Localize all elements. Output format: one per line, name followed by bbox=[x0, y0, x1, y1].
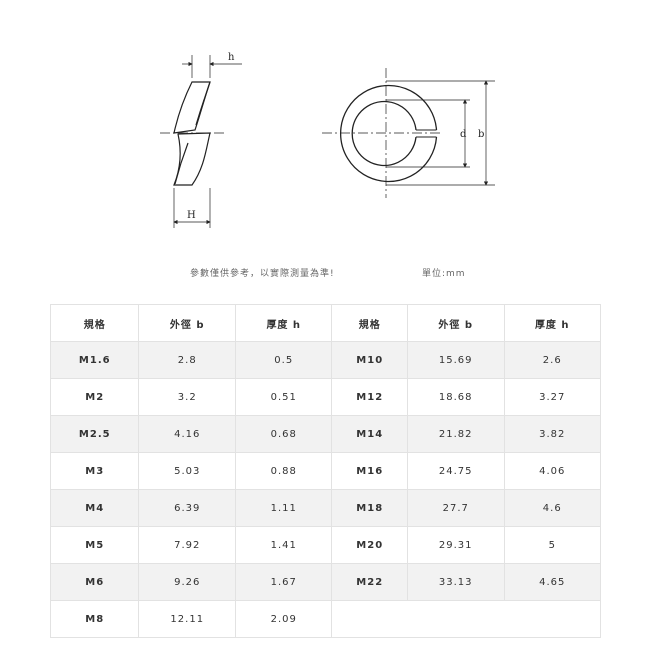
size-cell: M22 bbox=[331, 563, 408, 601]
table-row: M3 5.03 0.88 M16 24.75 4.06 bbox=[49, 452, 601, 490]
label-b: b bbox=[478, 129, 484, 140]
table-row: M4 6.39 1.11 M18 27.7 4.6 bbox=[49, 489, 601, 527]
thickness-cell: 5 bbox=[503, 526, 601, 564]
column-header: 規格 bbox=[49, 304, 140, 342]
outer-diameter-cell: 4.16 bbox=[138, 415, 237, 453]
thickness-cell: 0.51 bbox=[235, 378, 333, 416]
spring-washer-diagram: h H d b bbox=[160, 52, 495, 228]
size-cell: M18 bbox=[331, 489, 408, 527]
outer-diameter-cell: 18.68 bbox=[406, 378, 505, 416]
outer-diameter-cell: 15.69 bbox=[406, 341, 505, 379]
size-cell: M20 bbox=[331, 526, 408, 564]
column-header: 規格 bbox=[331, 304, 408, 342]
table-row: M2 3.2 0.51 M12 18.68 3.27 bbox=[49, 378, 601, 416]
outer-diameter-cell: 33.13 bbox=[406, 563, 505, 601]
thickness-cell: 1.11 bbox=[235, 489, 333, 527]
size-cell: M6 bbox=[49, 563, 140, 601]
outer-diameter-cell: 6.39 bbox=[138, 489, 237, 527]
thickness-cell: 3.82 bbox=[503, 415, 601, 453]
column-header: 厚度 h bbox=[503, 304, 601, 342]
thickness-cell: 0.88 bbox=[235, 452, 333, 490]
thickness-cell: 3.27 bbox=[503, 378, 601, 416]
outer-diameter-cell: 12.11 bbox=[138, 600, 237, 638]
outer-diameter-cell: 3.2 bbox=[138, 378, 237, 416]
table-row: M6 9.26 1.67 M22 33.13 4.65 bbox=[49, 563, 601, 601]
outer-diameter-cell: 29.31 bbox=[406, 526, 505, 564]
outer-diameter-cell: 9.26 bbox=[138, 563, 237, 601]
thickness-cell: 4.06 bbox=[503, 452, 601, 490]
size-cell: M16 bbox=[331, 452, 408, 490]
thickness-cell: 2.09 bbox=[235, 600, 333, 638]
thickness-cell: 4.65 bbox=[503, 563, 601, 601]
size-cell: M8 bbox=[49, 600, 140, 638]
size-cell: M2 bbox=[49, 378, 140, 416]
unit-note: 單位:mm bbox=[422, 269, 466, 279]
size-cell: M5 bbox=[49, 526, 140, 564]
outer-diameter-cell: 24.75 bbox=[406, 452, 505, 490]
column-header: 外徑 b bbox=[406, 304, 505, 342]
column-header: 外徑 b bbox=[138, 304, 237, 342]
outer-diameter-cell: 21.82 bbox=[406, 415, 505, 453]
size-cell: M3 bbox=[49, 452, 140, 490]
size-cell: M10 bbox=[331, 341, 408, 379]
size-cell: M2.5 bbox=[49, 415, 140, 453]
spec-table: 規格 外徑 b 厚度 h 規格 外徑 b 厚度 h M1.6 2.8 0.5 M10 15.69 2… bbox=[49, 304, 601, 638]
empty-cell bbox=[331, 600, 601, 638]
thickness-cell: 1.67 bbox=[235, 563, 333, 601]
outer-diameter-cell: 7.92 bbox=[138, 526, 237, 564]
label-H: H bbox=[187, 210, 196, 221]
outer-diameter-cell: 2.8 bbox=[138, 341, 237, 379]
disclaimer-note: 參數僅供參考，以實際測量為準! bbox=[190, 269, 335, 279]
thickness-cell: 0.5 bbox=[235, 341, 333, 379]
table-row: M8 12.11 2.09 bbox=[49, 600, 601, 638]
label-h: h bbox=[228, 52, 235, 63]
outer-diameter-cell: 27.7 bbox=[406, 489, 505, 527]
thickness-cell: 0.68 bbox=[235, 415, 333, 453]
table-header-row: 規格 外徑 b 厚度 h 規格 外徑 b 厚度 h bbox=[49, 304, 601, 342]
size-cell: M4 bbox=[49, 489, 140, 527]
size-cell: M1.6 bbox=[49, 341, 140, 379]
thickness-cell: 4.6 bbox=[503, 489, 601, 527]
table-row: M1.6 2.8 0.5 M10 15.69 2.6 bbox=[49, 341, 601, 379]
size-cell: M12 bbox=[331, 378, 408, 416]
table-row: M5 7.92 1.41 M20 29.31 5 bbox=[49, 526, 601, 564]
column-header: 厚度 h bbox=[235, 304, 333, 342]
label-d: d bbox=[460, 129, 467, 140]
side-view bbox=[160, 55, 242, 228]
thickness-cell: 1.41 bbox=[235, 526, 333, 564]
table-row: M2.5 4.16 0.68 M14 21.82 3.82 bbox=[49, 415, 601, 453]
top-view bbox=[322, 68, 495, 198]
size-cell: M14 bbox=[331, 415, 408, 453]
thickness-cell: 2.6 bbox=[503, 341, 601, 379]
outer-diameter-cell: 5.03 bbox=[138, 452, 237, 490]
